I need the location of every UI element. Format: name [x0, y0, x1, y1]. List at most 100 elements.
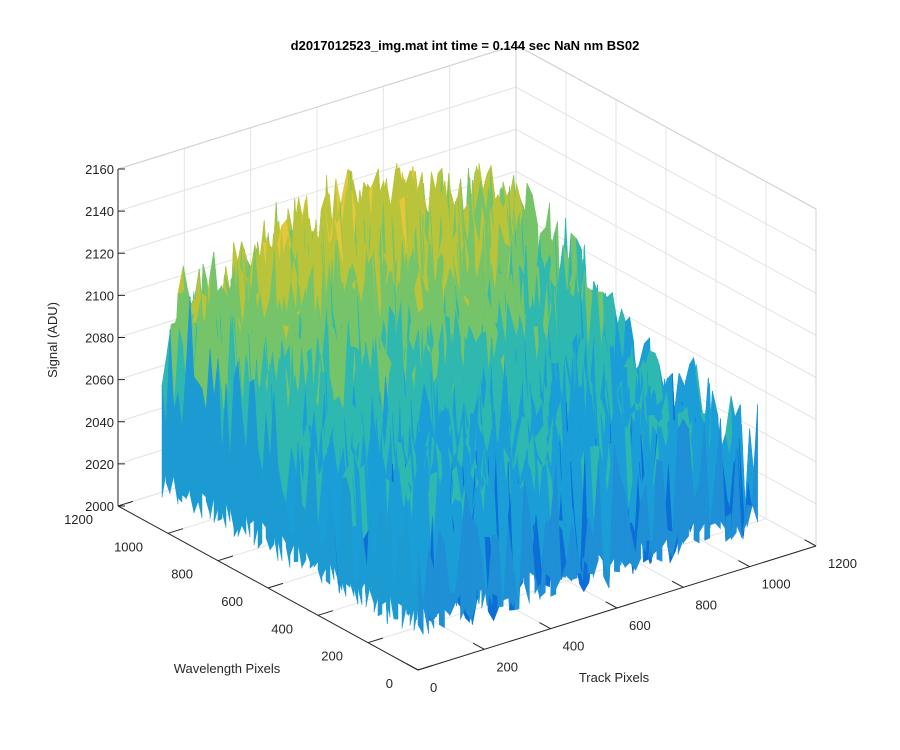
surface-left-skirt: [237, 361, 243, 537]
x-tick: [472, 642, 485, 650]
surface-left-skirt: [377, 506, 383, 617]
z-tick-label: 2020: [85, 457, 114, 472]
y-tick-label: 400: [271, 621, 293, 636]
surface-left-skirt: [397, 538, 403, 607]
surface-front-skirt: [704, 423, 711, 541]
surface-front-skirt: [523, 477, 530, 604]
surface-front-skirt: [571, 522, 578, 580]
z-tick-label: 2120: [85, 246, 114, 261]
surface-left-skirt: [189, 296, 195, 513]
x-tick: [671, 580, 684, 588]
surface-left-skirt: [193, 376, 199, 514]
y-tick-label: 1000: [114, 539, 143, 554]
surface-front-skirt: [752, 404, 758, 523]
surface-front-skirt: [592, 461, 599, 578]
surface-front-skirt: [566, 522, 573, 582]
surface-front-skirt: [645, 484, 652, 563]
surface-left-skirt: [373, 517, 379, 613]
x-tick-label: 1000: [762, 577, 791, 592]
y-axis-label: Wavelength Pixels: [174, 661, 281, 676]
surface-left-skirt: [233, 361, 239, 537]
surface-left-skirt: [249, 378, 255, 525]
surface-front-skirt: [683, 418, 689, 544]
surface-left-skirt: [401, 495, 407, 629]
surface-left-skirt: [253, 379, 259, 546]
surface-left-skirt: [345, 477, 351, 588]
surface-left-skirt: [293, 443, 299, 562]
surface-front-skirt: [635, 501, 642, 571]
y-tick: [117, 500, 134, 507]
z-tick-label: 2100: [85, 288, 114, 303]
surface-left-skirt: [289, 531, 295, 556]
x-tick: [804, 539, 817, 547]
surface-front-skirt: [550, 462, 557, 597]
z-tick-label: 2160: [85, 162, 114, 177]
surface-front-skirt: [423, 548, 429, 634]
z-tick-label: 2040: [85, 415, 114, 430]
z-tick-label: 2140: [85, 204, 114, 219]
surface-front-skirt: [545, 518, 551, 578]
surface-left-skirt: [341, 476, 347, 597]
surface-left-skirt: [353, 578, 359, 605]
y-tick-label: 200: [321, 649, 343, 664]
y-tick-label: 800: [171, 567, 193, 582]
surface-left-skirt: [241, 412, 247, 535]
surface-left-skirt: [217, 358, 223, 522]
surface-left-skirt: [257, 449, 263, 549]
z-tick-label: 2000: [85, 499, 114, 514]
surface-left-skirt: [197, 381, 203, 518]
surface-front-skirt: [492, 534, 498, 597]
tick-labels: 2000 2020 2040 2060 2080 2100 2120 2140 2160 0 200…: [64, 162, 857, 695]
surface-left-skirt: [265, 413, 271, 550]
x-tick-label: 800: [695, 597, 717, 612]
surface-front-skirt: [677, 418, 684, 555]
surface-front-skirt: [507, 524, 514, 609]
surface-left-skirt: [413, 552, 419, 631]
surface-left-skirt: [213, 358, 219, 523]
y-tick: [167, 528, 184, 534]
backwall-grid-z: [117, 128, 517, 254]
surface-front-skirt: [693, 484, 700, 544]
x-tick-label: 1200: [828, 556, 857, 571]
surface-front-skirt: [534, 573, 541, 600]
y-tick: [317, 610, 334, 616]
y-tick: [417, 664, 434, 671]
box-edge: [117, 44, 517, 170]
surface-front-skirt: [486, 535, 493, 606]
z-tick-label: 2080: [85, 331, 114, 346]
backwall-grid-z: [117, 86, 517, 212]
surface-front-skirt: [667, 529, 673, 558]
surface-front-skirt: [714, 418, 721, 530]
z-tick-label: 2060: [85, 373, 114, 388]
surface-front-skirt: [598, 461, 604, 577]
y-tick-label: 0: [386, 676, 393, 691]
surface-left-skirt: [209, 348, 215, 519]
surface-left-skirt: [301, 504, 307, 568]
sidewall-grid-z: [515, 128, 817, 294]
surface-left-skirt: [309, 444, 315, 569]
surface-front-skirt: [656, 458, 663, 562]
y-tick: [267, 582, 284, 589]
surface-left-skirt: [337, 478, 343, 591]
surface-front-skirt: [449, 592, 456, 616]
surface-left-skirt: [161, 385, 167, 498]
surface-left-skirt: [285, 503, 291, 568]
surface-left-skirt: [185, 296, 191, 500]
surface-left-skirt: [205, 348, 211, 515]
chart-title: d2017012523_img.mat int time = 0.144 sec…: [291, 38, 640, 53]
y-tick-label: 1200: [64, 512, 93, 527]
surface-left-skirt: [317, 529, 323, 584]
surface-front-skirt: [470, 516, 477, 621]
sidewall-grid-z: [515, 86, 817, 252]
x-axis-label: Track Pixels: [579, 670, 650, 685]
y-tick: [367, 637, 384, 644]
x-tick-label: 200: [496, 659, 518, 674]
x-tick: [406, 663, 419, 671]
surface-front-skirt: [428, 548, 435, 629]
surface-left-skirt: [313, 444, 319, 568]
surface-front-skirt: [614, 444, 620, 573]
surface-front-skirt: [725, 513, 732, 542]
surface-front-skirt: [438, 529, 445, 629]
surface-front-skirt: [640, 484, 647, 553]
